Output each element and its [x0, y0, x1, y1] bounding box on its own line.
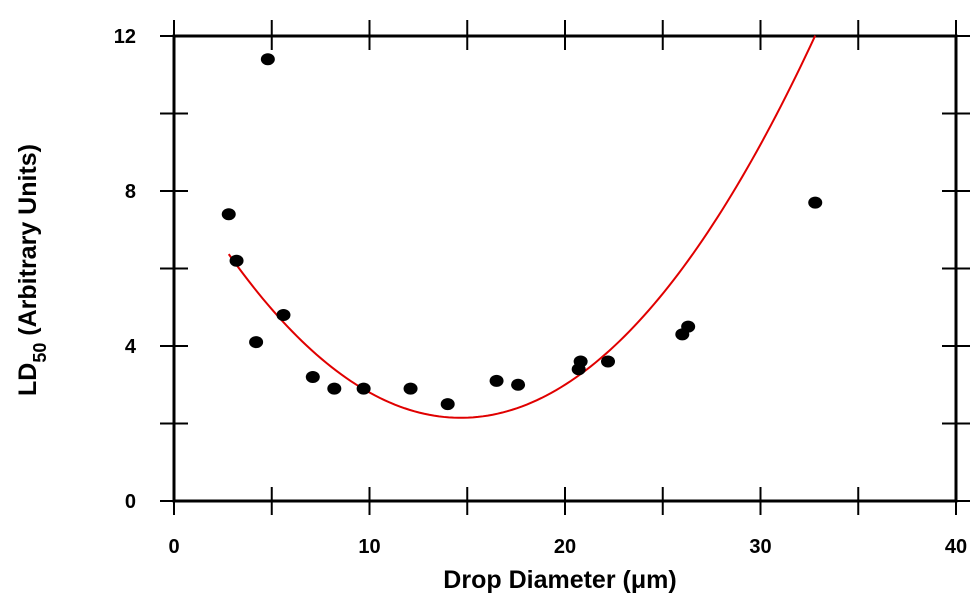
- data-point: [808, 196, 823, 209]
- x-tick-label: 10: [358, 536, 380, 558]
- data-point: [305, 371, 320, 383]
- data-point: [221, 208, 236, 221]
- x-tick-label: 20: [554, 536, 576, 558]
- x-tick-label: 0: [168, 536, 179, 558]
- data-point: [249, 336, 264, 349]
- data-point: [260, 53, 275, 66]
- data-points: [221, 53, 823, 411]
- x-axis-title: Drop Diameter (μm): [443, 566, 676, 594]
- fit-curve: [227, 35, 817, 419]
- data-point: [327, 382, 342, 395]
- data-point: [276, 309, 291, 321]
- y-axis-title-subscript: 50: [30, 343, 50, 363]
- data-point: [356, 382, 371, 395]
- x-tick-label: 30: [749, 536, 771, 558]
- y-tick-label: 8: [125, 181, 136, 203]
- data-point: [511, 378, 526, 391]
- data-point: [601, 355, 616, 368]
- plot-frame: [172, 34, 958, 503]
- x-tick-label: 40: [945, 536, 967, 558]
- data-point: [229, 254, 244, 267]
- data-point: [681, 320, 696, 333]
- y-tick-label: 4: [125, 336, 137, 358]
- tick-marks: [160, 20, 970, 515]
- data-point: [573, 355, 588, 368]
- y-tick-label: 0: [125, 491, 136, 513]
- data-point: [403, 382, 418, 395]
- y-axis-title-suffix: (Arbitrary Units): [14, 144, 42, 343]
- y-axis-title-main: LD: [14, 363, 42, 396]
- data-point: [489, 374, 504, 387]
- y-tick-label: 12: [114, 26, 136, 48]
- data-point: [440, 398, 455, 411]
- y-axis-title: LD50 (Arbitrary Units): [14, 144, 50, 396]
- tick-labels: 0 10 20 30 40 0 4 8 12: [114, 26, 967, 558]
